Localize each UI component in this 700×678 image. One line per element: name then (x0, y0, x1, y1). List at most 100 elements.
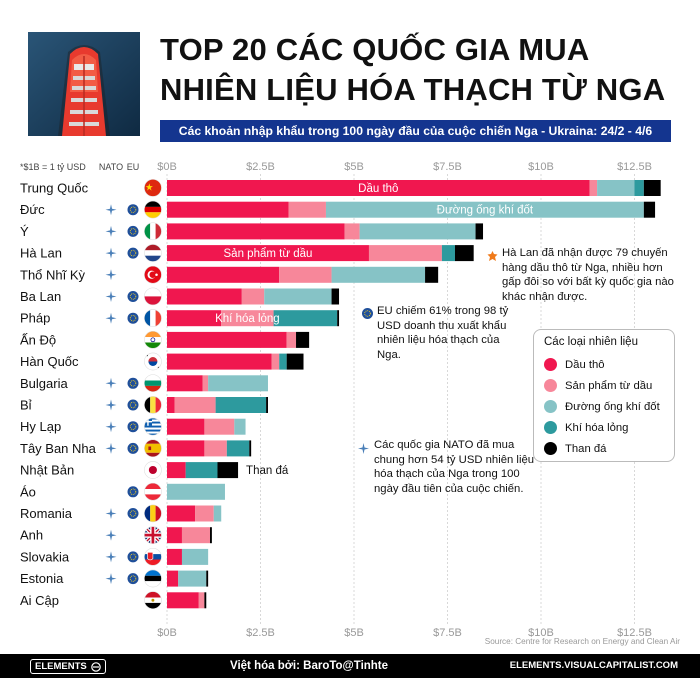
eu-note: EU chiếm 61% trong 98 tỷ USD doanh thu x… (377, 305, 509, 361)
country-label: Áo (20, 484, 36, 499)
eu-icon (127, 291, 139, 302)
bar-segment (167, 266, 280, 283)
bar-segment (589, 180, 598, 196)
eu-icon (127, 204, 139, 216)
bar-segment (234, 418, 246, 435)
country-flag-icon (144, 200, 162, 219)
nato-icon (105, 442, 117, 454)
bar-segment (215, 397, 267, 413)
chart-row: Áo (20, 482, 225, 501)
chart-row: Hy Lạp (20, 417, 246, 436)
chart-row: Hàn Quốc (20, 352, 304, 371)
country-flag-icon (144, 244, 162, 262)
subtitle-banner: Các khoản nhập khẩu trong 100 ngày đầu c… (160, 120, 671, 142)
tanker-ship-image (28, 32, 140, 136)
bar-segment (368, 245, 442, 262)
bar-segment (204, 592, 207, 609)
site-url[interactable]: ELEMENTS.VISUALCAPITALIST.COM (509, 660, 678, 671)
eu-column-header: EU (127, 162, 140, 172)
chart-row: Trung Quốc Dầu thô (20, 179, 661, 197)
bar-segment (213, 505, 222, 522)
bar-data-label: Dầu thô (358, 183, 398, 195)
bar-segment (279, 353, 287, 370)
legend-item: Khí hóa lỏng (544, 417, 674, 438)
bar-segment (286, 331, 297, 348)
nato-icon (105, 291, 117, 302)
country-label: Estonia (20, 571, 64, 586)
x-tick-label: $12.5B (617, 161, 652, 173)
bar-rows: Trung Quốc Dầu thô Đức Đường ống khí đốt Ý Hà… (20, 179, 661, 610)
legend-label: Sản phẩm từ dầu (565, 379, 653, 392)
bar-segment (221, 310, 274, 327)
country-flag-icon (144, 526, 162, 544)
chart-row: Tây Ban Nha (20, 439, 252, 458)
bar-segment (206, 570, 209, 587)
country-flag-icon (144, 265, 162, 284)
bar-segment (286, 353, 304, 370)
country-label: Pháp (20, 311, 50, 326)
chart-row: Ba Lan (20, 287, 340, 306)
eu-icon (127, 312, 139, 324)
chart-row: Bỉ (20, 396, 268, 414)
country-label: Hà Lan (20, 246, 62, 261)
country-label: Hy Lạp (20, 419, 61, 434)
eu-icon (127, 421, 139, 433)
eu-icon (127, 247, 139, 259)
bar-segment (359, 223, 476, 240)
bar-segment (202, 375, 209, 392)
country-label: Ấn Độ (20, 332, 56, 347)
country-flag-icon (144, 591, 162, 610)
country-label: Nhật Bản (20, 463, 74, 478)
bar-segment (181, 527, 211, 544)
country-label: Thổ Nhĩ Kỳ (20, 267, 86, 282)
elements-logo[interactable]: ELEMENTS (30, 659, 106, 674)
netherlands-note: Hà Lan đã nhận được 79 chuyến hàng dầu t… (502, 247, 674, 303)
bar-segment (181, 548, 209, 565)
legend-swatch (544, 358, 557, 371)
bar-segment (643, 180, 661, 196)
bar-data-label: Sản phẩm từ dầu (224, 248, 313, 260)
bar-segment (167, 288, 242, 305)
nato-icon (105, 573, 117, 585)
x-axis-top: $0B $2.5B $5B $7.5B $10B $12.5B (157, 161, 652, 173)
bar-segment (454, 245, 474, 262)
bar-segment (208, 375, 268, 392)
nato-icon (105, 377, 117, 389)
country-label: Anh (20, 528, 43, 543)
legend-item: Than đá (544, 438, 674, 459)
eu-icon (127, 508, 139, 519)
eu-icon (127, 399, 139, 411)
eu-icon (362, 306, 373, 319)
bar-segment (288, 201, 326, 218)
bar-segment (441, 245, 455, 262)
legend-swatch (544, 421, 557, 434)
bar-segment (167, 548, 182, 565)
eu-icon (127, 551, 139, 563)
bar-segment (167, 483, 225, 500)
country-label: Đức (20, 202, 45, 217)
eu-icon (127, 377, 139, 389)
nato-icon (105, 225, 117, 237)
legend-items: Dầu thô Sản phẩm từ dầu Đường ống khí đốt K… (544, 354, 674, 459)
x-tick-label: $7.5B (433, 627, 462, 639)
bar-segment (167, 527, 182, 544)
bar-segment (167, 418, 205, 435)
country-flag-icon (144, 569, 162, 588)
bar-segment (167, 353, 272, 370)
bar-segment (167, 397, 175, 413)
country-flag-icon (144, 439, 162, 458)
bar-segment (174, 397, 216, 413)
bar-data-label: Đường ống khí đốt (437, 205, 534, 217)
bar-segment (204, 418, 235, 435)
country-flag-icon (144, 330, 162, 349)
x-tick-label: $10B (528, 161, 554, 173)
bar-segment (198, 592, 205, 609)
country-flag-icon (144, 352, 162, 371)
nato-icon (105, 204, 117, 216)
bar-segment (264, 288, 332, 305)
footer-bar: ELEMENTS Việt hóa bởi: BaroTo@Tinhte ELE… (0, 654, 700, 678)
legend-item: Dầu thô (544, 354, 674, 375)
bar-segment (344, 223, 360, 240)
legend-item: Sản phẩm từ dầu (544, 375, 674, 396)
bar-segment (185, 462, 218, 479)
